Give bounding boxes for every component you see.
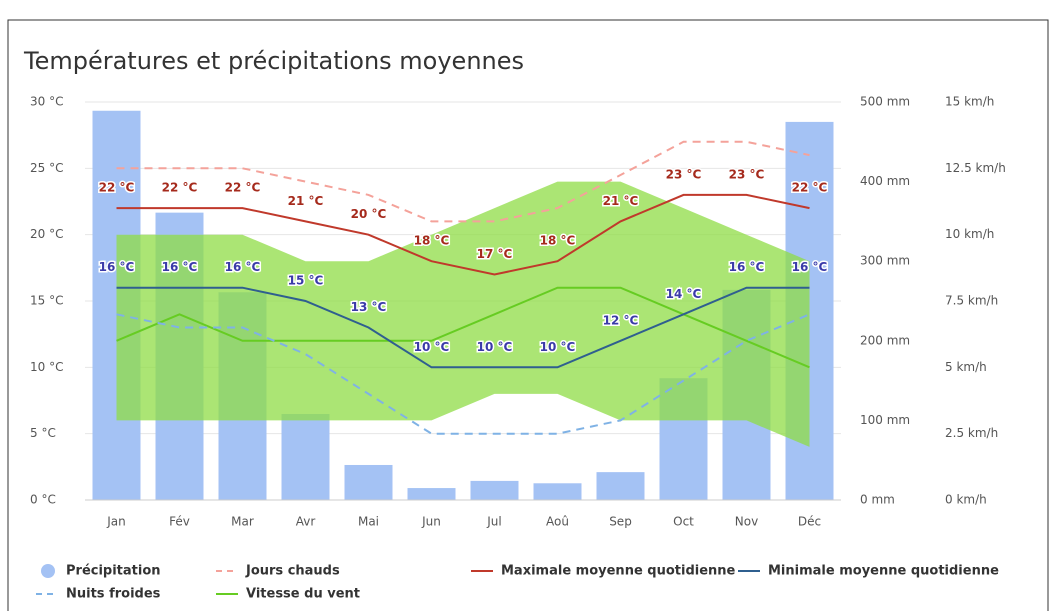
data-label: 21 °C <box>288 194 324 208</box>
x-tick-label: Mai <box>358 515 379 529</box>
y2-tick-label: 200 mm <box>860 333 910 347</box>
data-label: 22 °C <box>225 181 261 195</box>
y-tick-label: 30 °C <box>30 95 63 109</box>
bar <box>596 472 645 500</box>
bar <box>407 488 456 500</box>
line <box>116 286 810 369</box>
y3-tick-label: 0 km/h <box>945 493 987 507</box>
legend-item: Vitesse du vent <box>216 587 360 602</box>
data-label: 10 °C <box>414 340 450 354</box>
data-label: 10 °C <box>540 340 576 354</box>
y3-tick-label: 5 km/h <box>945 360 987 374</box>
x-tick-label: Jan <box>106 515 126 529</box>
x-tick-label: Avr <box>296 515 316 529</box>
legend-label: Vitesse du vent <box>246 587 360 602</box>
y3-tick-label: 12.5 km/h <box>945 161 1006 175</box>
data-label: 20 °C <box>351 207 387 221</box>
y-tick-label: 15 °C <box>30 294 63 308</box>
legend-item: Maximale moyenne quotidienne <box>471 564 736 579</box>
bar <box>344 464 393 500</box>
legend-label: Nuits froides <box>66 587 161 602</box>
y3-tick-label: 2.5 km/h <box>945 426 998 440</box>
x-tick-label: Nov <box>735 515 758 529</box>
y-tick-label: 25 °C <box>30 161 63 175</box>
data-label: 13 °C <box>351 300 387 314</box>
y-tick-label: 0 °C <box>30 493 56 507</box>
x-tick-label: Oct <box>673 515 694 529</box>
y2-tick-label: 300 mm <box>860 254 910 268</box>
data-label: 16 °C <box>162 260 198 274</box>
data-label: 23 °C <box>666 167 702 181</box>
data-label: 17 °C <box>477 247 513 261</box>
y2-tick-label: 400 mm <box>860 174 910 188</box>
data-label: 12 °C <box>603 313 639 327</box>
range-area <box>116 181 810 447</box>
data-label: 22 °C <box>792 181 828 195</box>
line <box>116 140 810 223</box>
line <box>116 286 810 369</box>
legend-label: Minimale moyenne quotidienne <box>768 564 999 579</box>
y2-tick-label: 500 mm <box>860 95 910 109</box>
legend-item: Nuits froides <box>36 587 161 602</box>
data-label: 22 °C <box>162 181 198 195</box>
legend-label: Précipitation <box>66 564 161 579</box>
x-tick-label: Aoû <box>546 515 569 529</box>
x-tick-label: Déc <box>798 515 821 529</box>
x-tick-label: Jul <box>486 515 501 529</box>
data-label: 16 °C <box>225 260 261 274</box>
y-tick-label: 10 °C <box>30 360 63 374</box>
data-label: 18 °C <box>540 234 576 248</box>
bar <box>470 480 519 500</box>
legend-marker <box>41 564 55 578</box>
data-label: 15 °C <box>288 274 324 288</box>
data-label: 10 °C <box>477 340 513 354</box>
data-label: 22 °C <box>99 181 135 195</box>
x-tick-label: Jun <box>421 515 441 529</box>
legend-item: Précipitation <box>41 564 161 579</box>
bar <box>533 483 582 500</box>
bar <box>281 414 330 500</box>
data-label: 16 °C <box>729 260 765 274</box>
y3-tick-label: 7.5 km/h <box>945 294 998 308</box>
x-tick-label: Mar <box>231 515 254 529</box>
y-tick-label: 5 °C <box>30 426 56 440</box>
data-label: 18 °C <box>414 234 450 248</box>
legend-item: Minimale moyenne quotidienne <box>738 564 999 579</box>
line <box>116 193 810 276</box>
legend-item: Jours chauds <box>216 564 340 579</box>
data-label: 16 °C <box>792 260 828 274</box>
line <box>116 313 810 435</box>
data-label: 21 °C <box>603 194 639 208</box>
legend-label: Maximale moyenne quotidienne <box>501 564 736 579</box>
legend-label: Jours chauds <box>245 564 340 579</box>
y3-tick-label: 15 km/h <box>945 95 994 109</box>
x-tick-label: Fév <box>169 515 190 529</box>
y3-tick-label: 10 km/h <box>945 227 994 241</box>
chart-title: Températures et précipitations moyennes <box>23 47 524 75</box>
data-label: 23 °C <box>729 167 765 181</box>
y2-tick-label: 0 mm <box>860 493 895 507</box>
y2-tick-label: 100 mm <box>860 413 910 427</box>
data-label: 16 °C <box>99 260 135 274</box>
x-tick-label: Sep <box>609 515 632 529</box>
data-label: 14 °C <box>666 287 702 301</box>
y-tick-label: 20 °C <box>30 227 63 241</box>
